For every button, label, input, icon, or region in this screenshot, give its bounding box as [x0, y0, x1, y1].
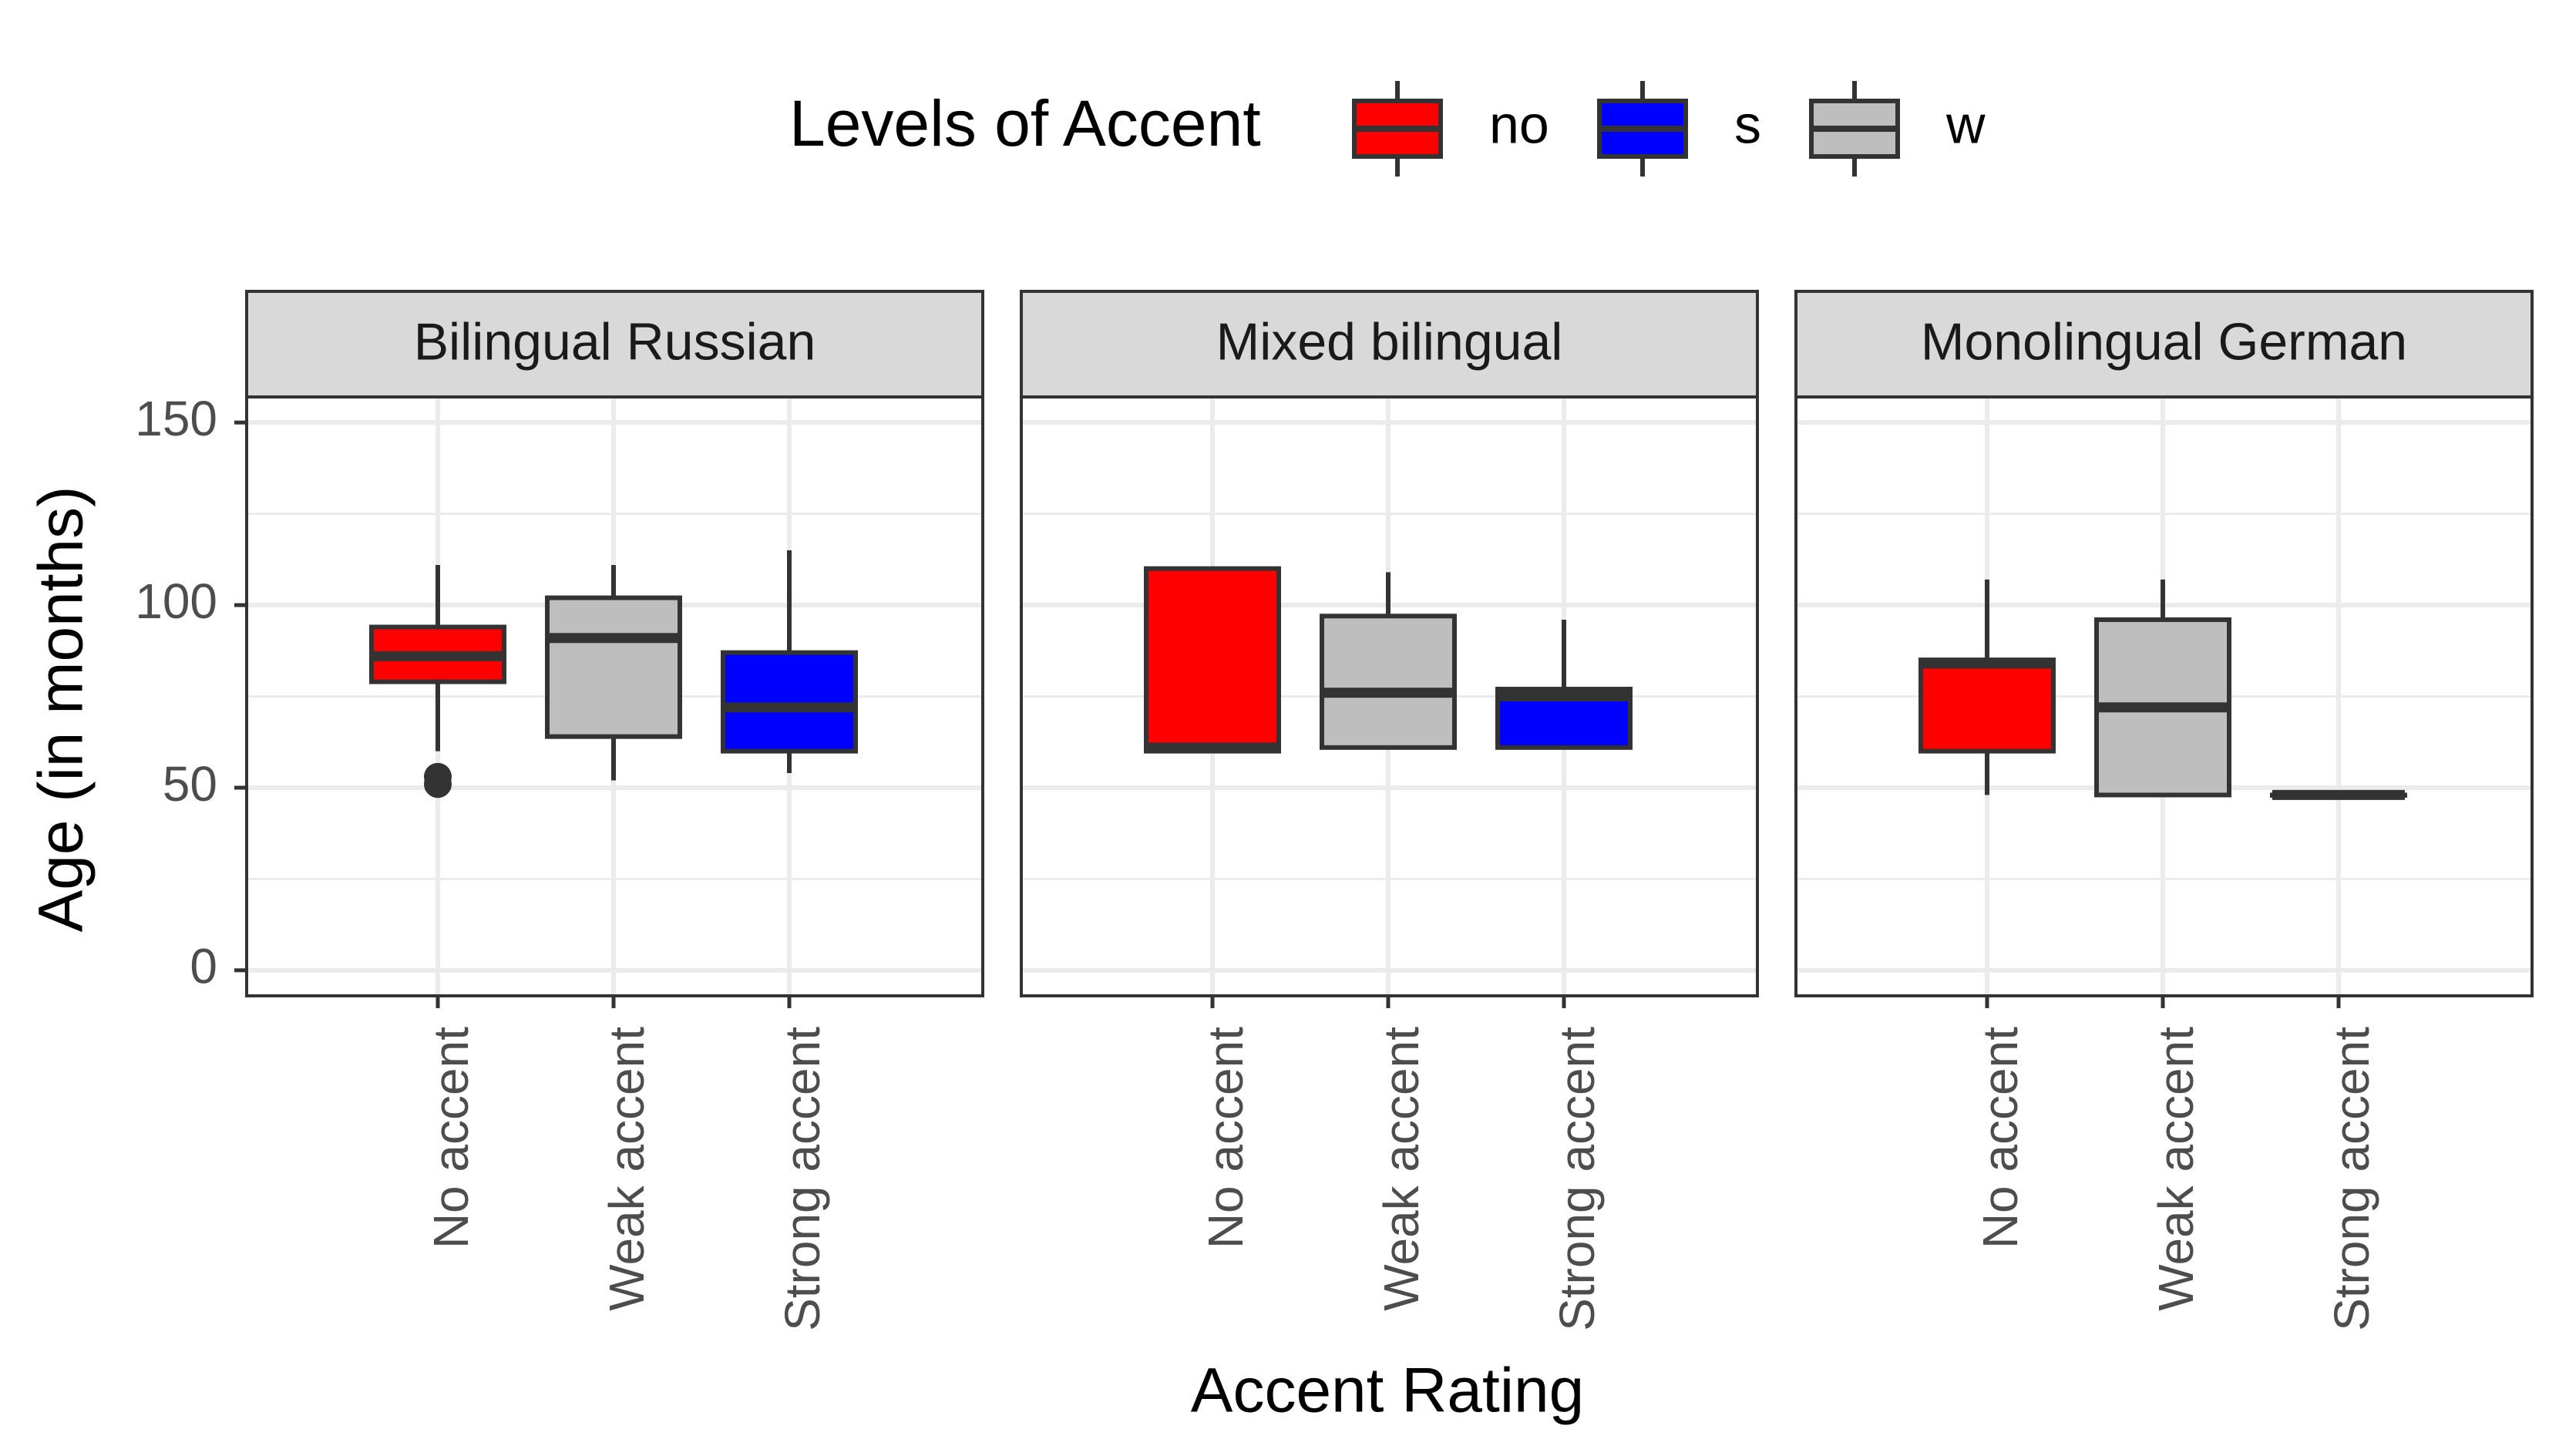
legend: Levels of Accent no s w — [789, 81, 1986, 177]
legend-item-s: s — [1597, 81, 1761, 177]
box-w-2 — [2094, 579, 2231, 798]
box-no-1 — [1918, 579, 2056, 795]
legend-title: Levels of Accent — [789, 87, 1261, 160]
y-tick-label: 100 — [135, 573, 217, 629]
panel-3: Monolingual German No accent Weak accent St… — [1794, 290, 2534, 1331]
y-axis: 0 50 100 150 — [135, 391, 247, 994]
facet-strip — [1794, 290, 2534, 398]
facet-title: Bilingual Russian — [414, 312, 816, 371]
x-tick-label: Strong accent — [775, 1027, 830, 1331]
y-axis-title: Age (in months) — [26, 486, 96, 933]
x-tick-label: No accent — [1198, 1027, 1253, 1249]
box-iqr — [1320, 614, 1457, 750]
x-tick-label: Weak accent — [599, 1027, 654, 1311]
x-tick-label: Weak accent — [2148, 1027, 2204, 1311]
box-s-3 — [721, 550, 858, 773]
legend-item-no: no — [1352, 81, 1549, 177]
facet-panels: Bilingual Russian No accent Weak accent Str… — [135, 290, 2534, 1331]
legend-items: no s w — [1352, 81, 1986, 177]
y-tick-label: 150 — [135, 391, 217, 446]
y-tick-label: 0 — [190, 939, 217, 994]
legend-item-w: w — [1809, 81, 1986, 177]
box-iqr — [1144, 566, 1281, 754]
facet-strip — [245, 290, 984, 398]
legend-label-w: w — [1945, 94, 1986, 154]
facet-title: Monolingual German — [1921, 312, 2407, 371]
x-tick-label: No accent — [1972, 1027, 2028, 1249]
box-no-1 — [1144, 566, 1281, 754]
x-tick-label: No accent — [423, 1027, 479, 1249]
panel-2: Mixed bilingual No accent Weak accent Stron… — [1020, 290, 1759, 1331]
outlier-point — [424, 762, 452, 791]
legend-label-no: no — [1489, 94, 1549, 154]
facet-title: Mixed bilingual — [1216, 312, 1563, 371]
panel-1: Bilingual Russian No accent Weak accent Str… — [245, 290, 984, 1331]
box-iqr — [1918, 657, 2056, 754]
box-no-1 — [369, 564, 506, 799]
box-s-3 — [1495, 620, 1633, 750]
x-axis-title: Accent Rating — [1191, 1356, 1585, 1426]
y-tick-label: 50 — [163, 756, 217, 812]
x-tick-label: Weak accent — [1374, 1027, 1429, 1311]
box-w-2 — [1320, 572, 1457, 750]
box-w-2 — [545, 564, 682, 781]
legend-label-s: s — [1734, 94, 1761, 154]
x-tick-label: Strong accent — [2324, 1027, 2379, 1331]
x-tick-label: Strong accent — [1549, 1027, 1605, 1331]
box-iqr — [545, 595, 682, 739]
box-iqr — [721, 650, 858, 754]
